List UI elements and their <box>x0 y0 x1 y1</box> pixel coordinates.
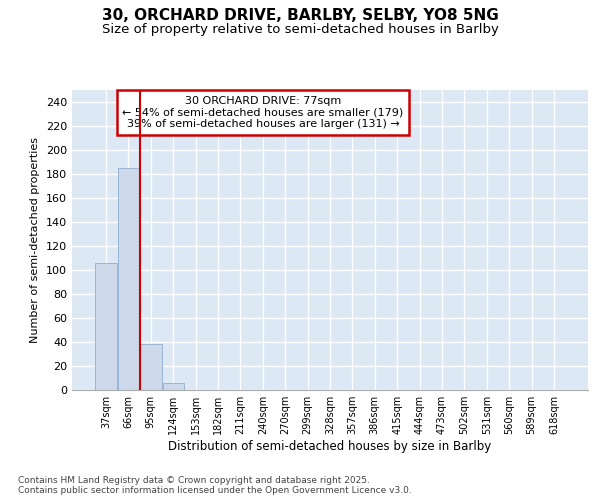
Text: 30, ORCHARD DRIVE, BARLBY, SELBY, YO8 5NG: 30, ORCHARD DRIVE, BARLBY, SELBY, YO8 5N… <box>101 8 499 22</box>
X-axis label: Distribution of semi-detached houses by size in Barlby: Distribution of semi-detached houses by … <box>169 440 491 453</box>
Text: Size of property relative to semi-detached houses in Barlby: Size of property relative to semi-detach… <box>101 22 499 36</box>
Y-axis label: Number of semi-detached properties: Number of semi-detached properties <box>31 137 40 343</box>
Bar <box>95 263 117 390</box>
Text: Contains HM Land Registry data © Crown copyright and database right 2025.
Contai: Contains HM Land Registry data © Crown c… <box>18 476 412 495</box>
Bar <box>163 383 184 390</box>
Text: 30 ORCHARD DRIVE: 77sqm
← 54% of semi-detached houses are smaller (179)
39% of s: 30 ORCHARD DRIVE: 77sqm ← 54% of semi-de… <box>122 96 404 129</box>
Bar <box>118 168 139 390</box>
Bar <box>140 344 161 390</box>
